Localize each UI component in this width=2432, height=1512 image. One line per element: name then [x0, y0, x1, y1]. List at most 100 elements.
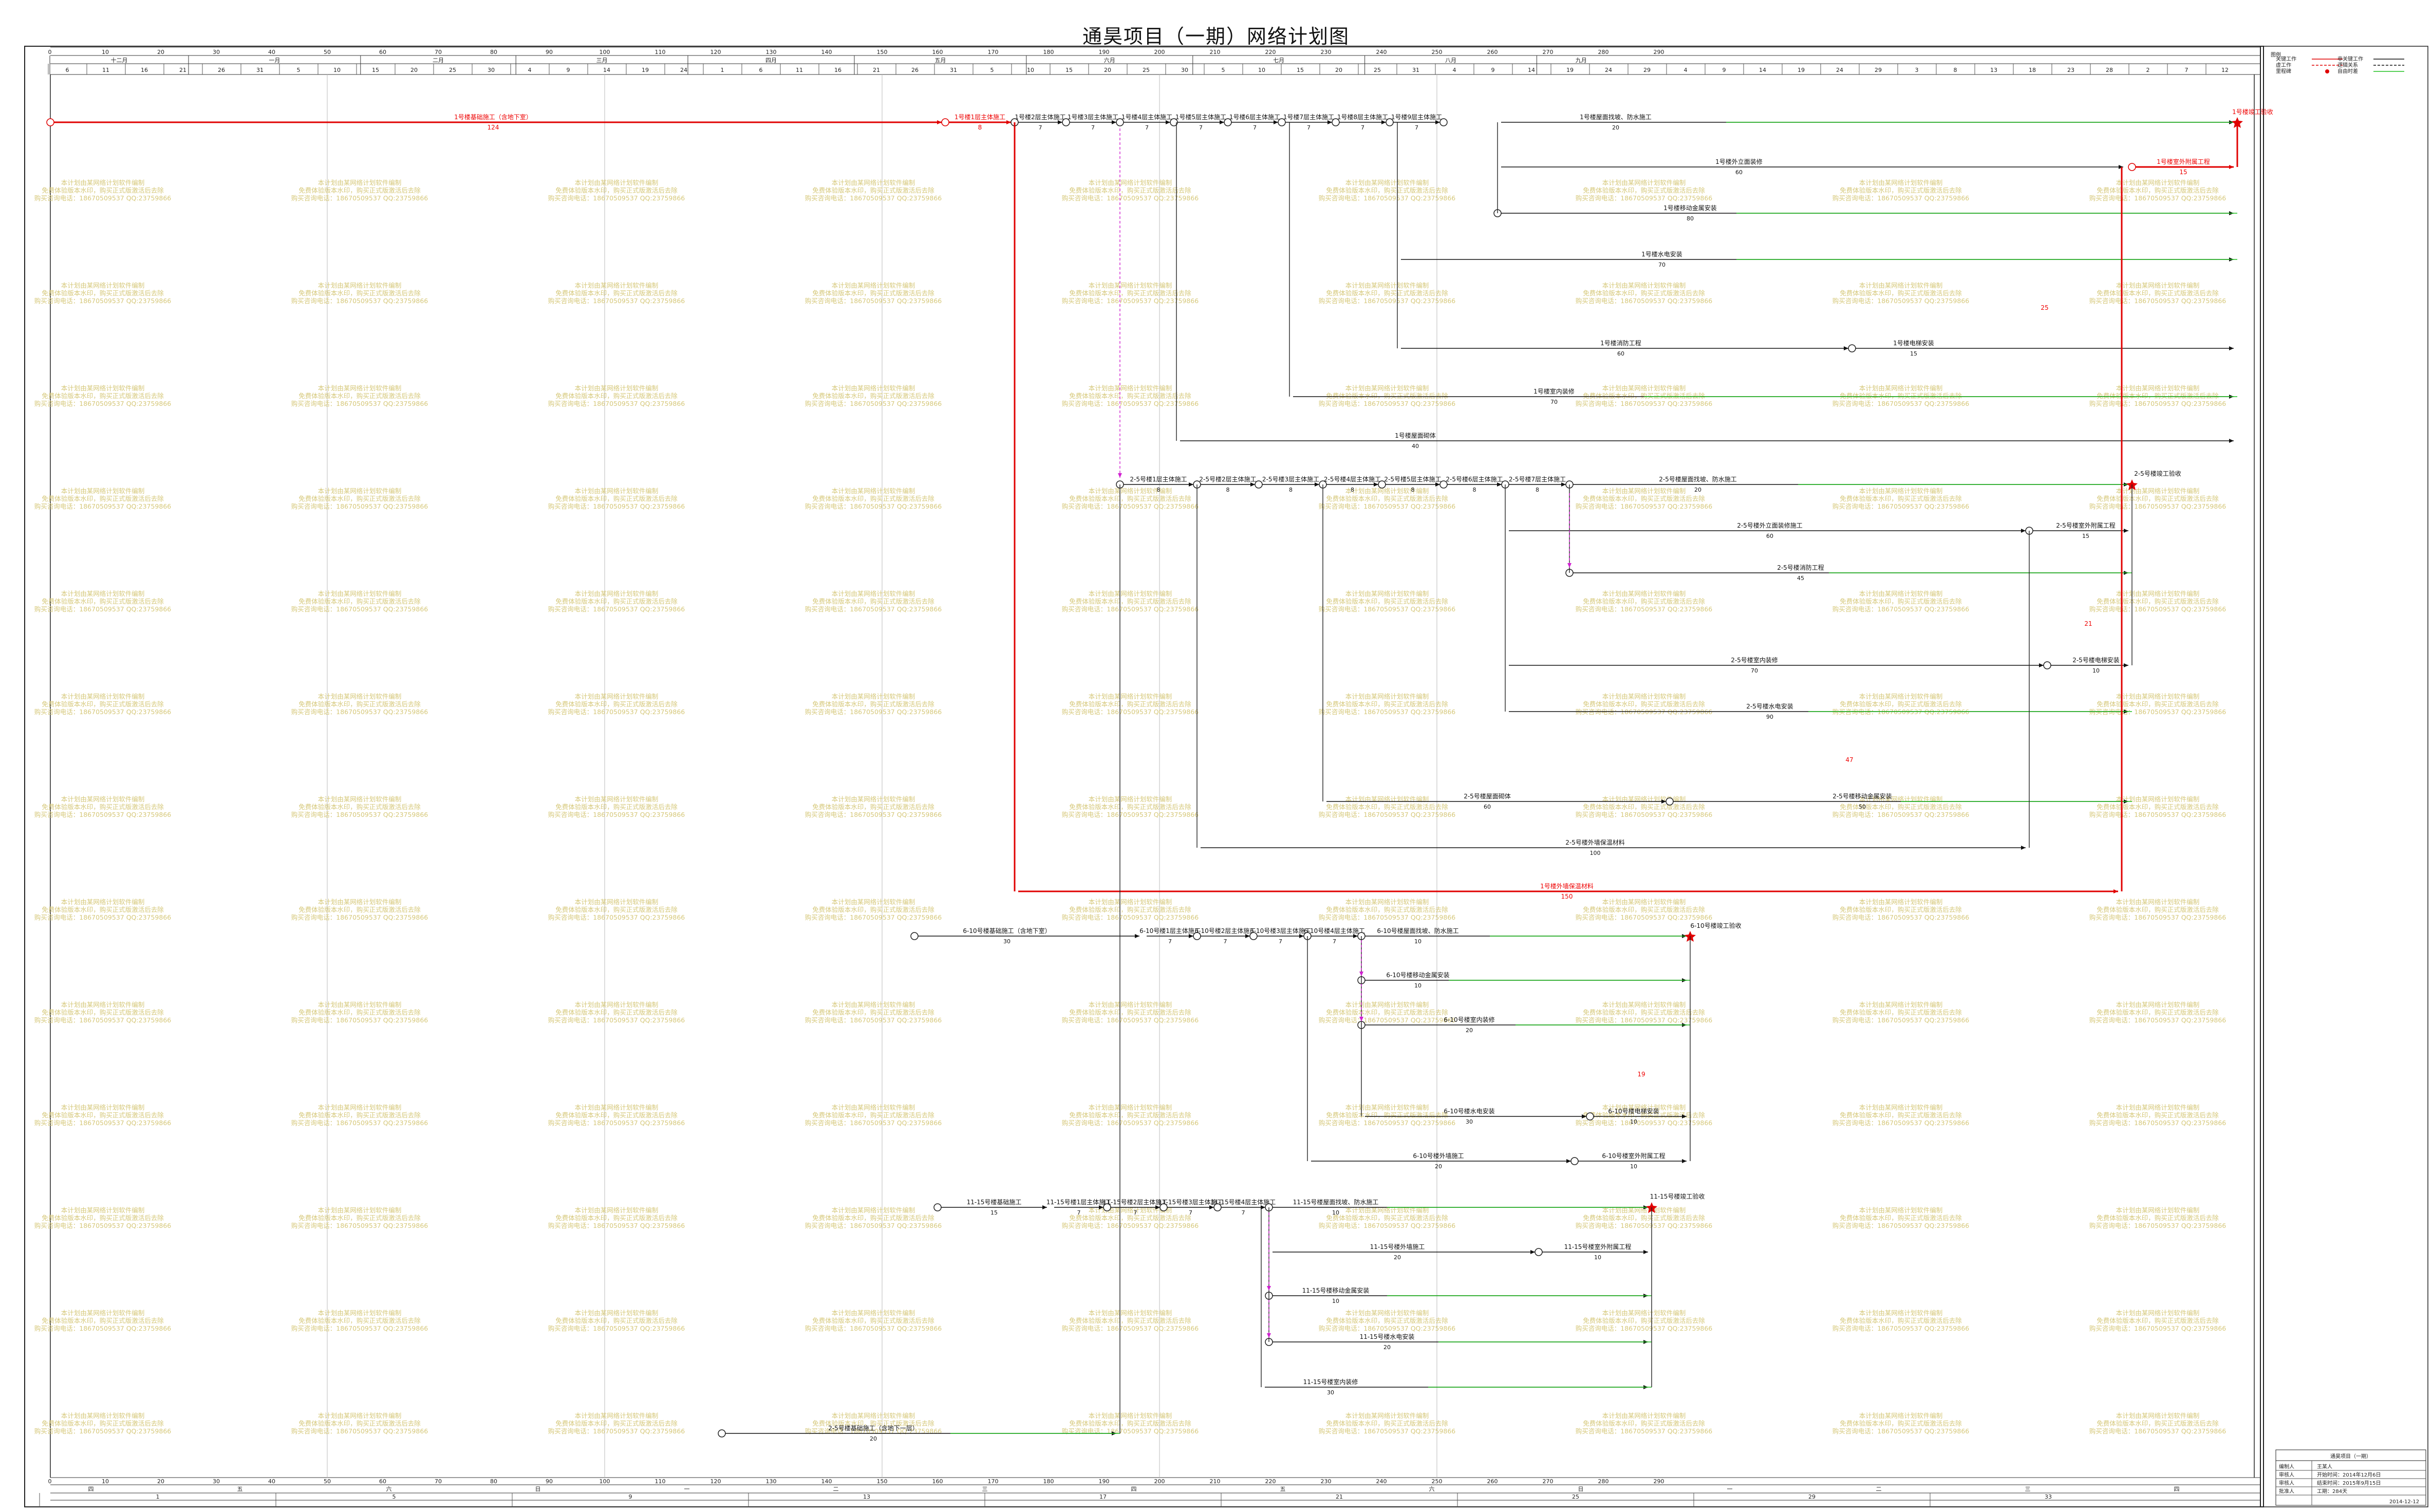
watermark-text: 免费体验版本水印，购买正式版激活后去除: [812, 289, 934, 297]
date-tick-label: 4: [1453, 67, 1456, 73]
arrow-head: [1530, 1250, 1535, 1254]
date-tick-label: 9: [1491, 67, 1495, 73]
date-tick-label: 9: [1723, 67, 1726, 73]
free-float-label: 47: [1845, 756, 1853, 763]
watermark-text: 本计划由某网络计划软件编制: [2116, 487, 2200, 495]
activity-duration: 8: [1226, 487, 1230, 493]
date-tick-label: 29: [1643, 67, 1651, 73]
info-date: 2014-12-12: [2389, 1499, 2419, 1505]
bottom-day-tick: 150: [877, 1478, 888, 1485]
weekday-label: 一: [1727, 1486, 1733, 1492]
arrow-head: [2021, 529, 2026, 533]
bottom-day-tick: 260: [1487, 1478, 1498, 1485]
watermark-text: 本计划由某网络计划软件编制: [1859, 384, 1943, 392]
day-tick-label: 280: [1598, 49, 1609, 55]
activity-label: 1号楼6层主体施工: [1229, 113, 1280, 121]
watermark-text: 购买咨询电话：18670509537 QQ:23759866: [1576, 502, 1713, 510]
activity-duration: 15: [1910, 350, 1917, 357]
activity-label: 1号楼移动金属安装: [1663, 204, 1717, 212]
date-tick-label: 12: [2221, 67, 2229, 73]
watermark-text: 免费体验版本水印，购买正式版激活后去除: [42, 906, 164, 913]
watermark-text: 本计划由某网络计划软件编制: [575, 179, 659, 186]
watermark-text: 购买咨询电话：18670509537 QQ:23759866: [548, 811, 685, 818]
watermark-text: 免费体验版本水印，购买正式版激活后去除: [298, 700, 421, 708]
watermark-text: 本计划由某网络计划软件编制: [318, 1001, 402, 1009]
bottom-day-tick: 230: [1321, 1478, 1332, 1485]
watermark-text: 购买咨询电话：18670509537 QQ:23759866: [805, 1119, 942, 1127]
watermark-text: 免费体验版本水印，购买正式版激活后去除: [812, 906, 934, 913]
watermark-text: 本计划由某网络计划软件编制: [832, 693, 915, 700]
watermark-text: 购买咨询电话：18670509537 QQ:23759866: [1319, 811, 1456, 818]
watermark-text: 本计划由某网络计划软件编制: [61, 898, 145, 906]
arrow-head: [2021, 846, 2026, 850]
watermark-text: 本计划由某网络计划软件编制: [61, 693, 145, 700]
watermark-text: 免费体验版本水印，购买正式版激活后去除: [298, 1317, 421, 1324]
event-node: [1848, 344, 1856, 352]
legend-item-label: 里程碑: [2276, 68, 2291, 74]
watermark-text: 购买咨询电话：18670509537 QQ:23759866: [805, 400, 942, 407]
event-node: [1666, 797, 1674, 806]
date-tick-label: 9: [567, 67, 570, 73]
arrow-head: [1435, 120, 1440, 124]
bottom-day-tick: 160: [932, 1478, 943, 1485]
watermark-text: 免费体验版本水印，购买正式版激活后去除: [1069, 1214, 1191, 1222]
activity-duration: 10: [2092, 667, 2100, 674]
watermark-text: 购买咨询电话：18670509537 QQ:23759866: [548, 708, 685, 716]
watermark-text: 本计划由某网络计划软件编制: [832, 487, 915, 495]
watermark-text: 购买咨询电话：18670509537 QQ:23759866: [1576, 1222, 1713, 1229]
date-tick-label: 7: [2185, 67, 2188, 73]
watermark-text: 免费体验版本水印，购买正式版激活后去除: [2097, 1009, 2219, 1016]
bottom-day-tick: 250: [1432, 1478, 1443, 1485]
activity-duration: 8: [1411, 487, 1415, 493]
info-key: 审核人: [2279, 1471, 2294, 1478]
watermark-text: 购买咨询电话：18670509537 QQ:23759866: [1319, 605, 1456, 613]
activity-duration: 20: [1383, 1344, 1391, 1351]
watermark-text: 本计划由某网络计划软件编制: [1345, 1206, 1429, 1214]
watermark-text: 购买咨询电话：18670509537 QQ:23759866: [1062, 1222, 1199, 1229]
day-tick-label: 0: [48, 49, 52, 55]
activity-label: 6-10号楼水电安装: [1444, 1107, 1494, 1115]
watermark-text: 本计划由某网络计划软件编制: [1345, 1412, 1429, 1420]
arrow-head: [1250, 482, 1255, 487]
watermark-text: 本计划由某网络计划软件编制: [1089, 898, 1172, 906]
watermark-text: 购买咨询电话：18670509537 QQ:23759866: [34, 1427, 172, 1435]
watermark-text: 免费体验版本水印，购买正式版激活后去除: [1583, 803, 1705, 811]
watermark-text: 免费体验版本水印，购买正式版激活后去除: [1583, 906, 1705, 913]
watermark-text: 免费体验版本水印，购买正式版激活后去除: [812, 1111, 934, 1119]
watermark-text: 购买咨询电话：18670509537 QQ:23759866: [34, 605, 172, 613]
activity-label: 6-10号楼室外附属工程: [1602, 1152, 1665, 1160]
watermark-text: 免费体验版本水印，购买正式版激活后去除: [2097, 598, 2219, 605]
event-node: [2128, 163, 2136, 171]
watermark-text: 本计划由某网络计划软件编制: [575, 282, 659, 289]
watermark-text: 购买咨询电话：18670509537 QQ:23759866: [1832, 194, 1970, 202]
watermark-text: 免费体验版本水印，购买正式版激活后去除: [812, 392, 934, 400]
activity-label: 1号楼基础施工（含地下室）: [454, 113, 532, 121]
day-tick-label: 90: [546, 49, 553, 55]
watermark-text: 购买咨询电话：18670509537 QQ:23759866: [1062, 708, 1199, 716]
watermark-text: 免费体验版本水印，购买正式版激活后去除: [1840, 392, 1962, 400]
watermark-text: 免费体验版本水印，购买正式版激活后去除: [1583, 495, 1705, 502]
watermark-text: 本计划由某网络计划软件编制: [575, 590, 659, 598]
watermark-text: 购买咨询电话：18670509537 QQ:23759866: [1576, 400, 1713, 407]
date-tick-label: 16: [141, 67, 148, 73]
watermark-text: 购买咨询电话：18670509537 QQ:23759866: [1576, 297, 1713, 305]
watermark-text: 免费体验版本水印，购买正式版激活后去除: [1326, 1111, 1448, 1119]
activity-duration: 8: [1536, 487, 1539, 493]
watermark-text: 免费体验版本水印，购买正式版激活后去除: [42, 1009, 164, 1016]
date-tick-label: 31: [1412, 67, 1419, 73]
activity-duration: 20: [1612, 124, 1619, 131]
bottom-day-tick: 210: [1210, 1478, 1221, 1485]
arrow-head: [2039, 663, 2044, 667]
watermark-text: 免费体验版本水印，购买正式版激活后去除: [42, 289, 164, 297]
watermark-text: 本计划由某网络计划软件编制: [318, 1104, 402, 1111]
activity-duration: 70: [1751, 667, 1758, 674]
watermark-text: 免费体验版本水印，购买正式版激活后去除: [1840, 1111, 1962, 1119]
watermark-text: 免费体验版本水印，购买正式版激活后去除: [1326, 700, 1448, 708]
outer-frame: [24, 46, 2264, 1507]
watermark-text: 免费体验版本水印，购买正式版激活后去除: [2097, 1111, 2219, 1119]
event-node: [46, 118, 54, 126]
watermark-text: 免费体验版本水印，购买正式版激活后去除: [1069, 495, 1191, 502]
watermark-text: 本计划由某网络计划软件编制: [575, 898, 659, 906]
bottom-day-tick: 60: [379, 1478, 386, 1485]
watermark-text: 购买咨询电话：18670509537 QQ:23759866: [1062, 1324, 1199, 1332]
